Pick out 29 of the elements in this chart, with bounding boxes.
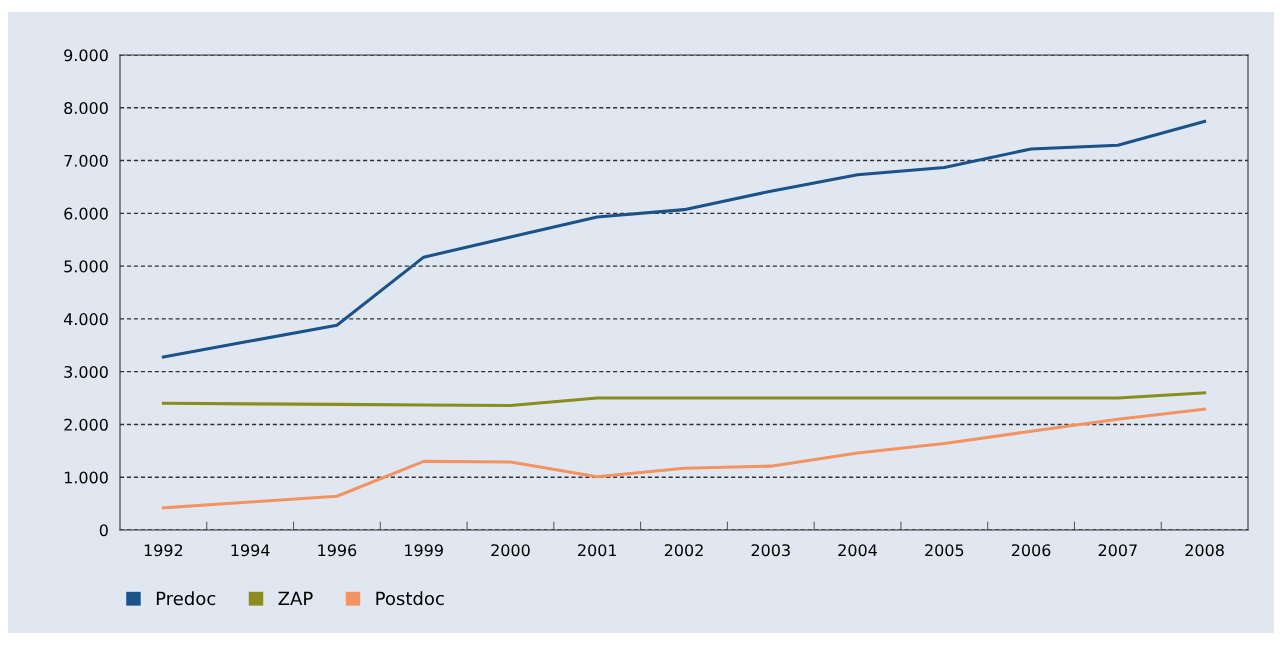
y-tick-label: 5.000	[64, 260, 108, 273]
x-tick-label: 2000	[491, 544, 530, 557]
legend-label: Postdoc	[376, 591, 444, 606]
y-tick-label: 6.000	[64, 207, 108, 220]
x-tick-label: 2007	[1098, 544, 1137, 557]
y-tick-label: 1.000	[64, 471, 108, 484]
x-tick-label: 1992	[144, 544, 183, 557]
x-tick-label: 2002	[664, 544, 703, 557]
legend-label: Predoc	[156, 591, 216, 606]
x-tick-label: 2001	[578, 544, 617, 557]
x-tick-label: 2004	[838, 544, 877, 557]
y-tick-label: 0	[99, 524, 108, 537]
line-series	[161, 407, 1207, 510]
y-tick-label: 9.000	[64, 49, 108, 62]
line-series	[161, 391, 1207, 407]
x-tick-label: 1994	[231, 544, 270, 557]
y-tick-label: 4.000	[63, 313, 108, 326]
x-tick-label: 2006	[1011, 544, 1051, 557]
x-tick-label: 1996	[318, 544, 357, 557]
y-tick-label: 2.000	[64, 418, 108, 431]
y-tick-label: 7.000	[64, 154, 108, 167]
y-tick-label: 8.000	[64, 101, 108, 115]
x-tick-label: 1999	[405, 544, 443, 557]
legend-label: ZAP	[278, 591, 313, 605]
x-tick-label: 2003	[751, 544, 790, 557]
x-tick-label: 2005	[925, 544, 964, 557]
line-series	[161, 119, 1207, 359]
y-tick-label: 3.000	[64, 365, 108, 378]
x-tick-label: 2008	[1185, 544, 1224, 557]
